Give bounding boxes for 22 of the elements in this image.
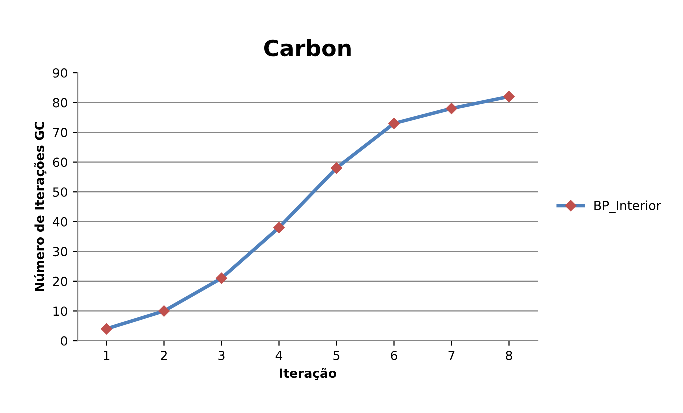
x-tick-label: 2 xyxy=(161,350,167,360)
x-tick-label: 7 xyxy=(448,351,455,360)
x-tick-label: 5 xyxy=(334,351,340,360)
chart-title: Carbon xyxy=(264,39,351,57)
x-tick-label: 1 xyxy=(104,351,110,360)
y-tick-label: 60 xyxy=(53,158,68,168)
y-tick-label: 80 xyxy=(53,98,68,108)
x-tick-label: 3 xyxy=(218,350,225,360)
y-tick-label: 0 xyxy=(61,336,68,346)
x-axis-title: Iteração xyxy=(280,368,337,380)
x-tick-label: 4 xyxy=(276,351,283,360)
y-tick-label: 10 xyxy=(54,306,68,316)
x-tick-label: 6 xyxy=(391,350,398,360)
x-tick-label: 8 xyxy=(506,350,512,360)
y-axis-title: Número de Iterações GC xyxy=(34,122,47,292)
y-tick-label: 90 xyxy=(53,68,68,78)
y-tick-label: 70 xyxy=(53,128,68,138)
y-tick-label: 40 xyxy=(52,217,68,227)
y-tick-label: 20 xyxy=(53,276,68,286)
legend-label: BP_Interior xyxy=(594,200,662,214)
y-tick-label: 50 xyxy=(53,188,68,198)
y-tick-label: 30 xyxy=(53,247,68,257)
